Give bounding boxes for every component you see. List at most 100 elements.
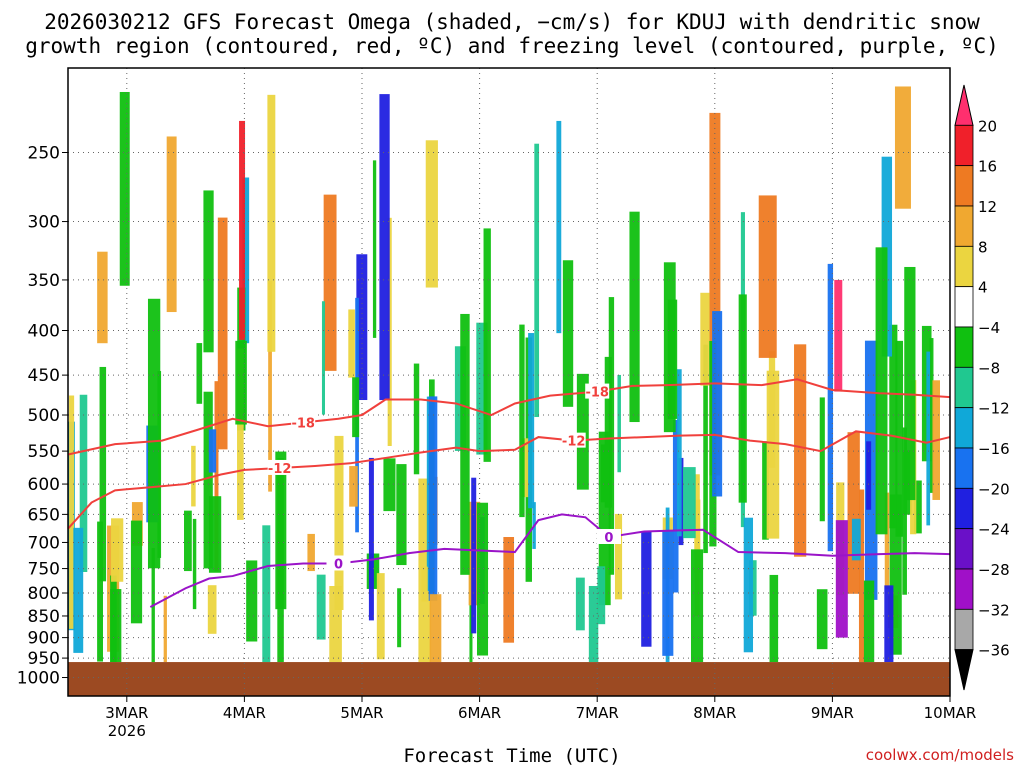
y-tick-label: 850 [28, 607, 60, 627]
omega-cell [889, 324, 898, 529]
x-tick-label: 9MAR [811, 704, 854, 722]
omega-cell [598, 431, 611, 606]
colorbar-label: −36 [978, 642, 1010, 660]
omega-cell [69, 395, 75, 629]
omega-cell [397, 588, 402, 648]
omega-cell [608, 297, 615, 575]
contour-label: -12 [268, 462, 292, 477]
omega-cell [816, 589, 828, 650]
x-tick-label: 10MAR [924, 704, 977, 722]
x-tick-year: 2026 [108, 722, 146, 740]
colorbar-swatch [954, 286, 974, 328]
omega-cell [268, 280, 272, 492]
omega-cell [267, 94, 276, 352]
omega-cell [348, 309, 355, 378]
omega-cell [521, 438, 530, 498]
omega-cell [372, 160, 377, 338]
omega-cell [863, 580, 875, 663]
omega-cell [239, 120, 246, 340]
omega-cell [356, 254, 368, 401]
omega-cell [237, 348, 244, 520]
contour-label-bg [267, 459, 292, 475]
contour-label-bg [585, 383, 610, 399]
x-axis-title: Forecast Time (UTC) [403, 745, 621, 767]
omega-cell [884, 585, 894, 663]
omega-cell [349, 466, 358, 507]
colorbar-label: 16 [978, 158, 997, 176]
omega-cell [334, 435, 344, 610]
omega-cell [277, 458, 284, 663]
omega-cell [235, 340, 247, 425]
chart-title-line-2: growth region (contoured, red, ºC) and f… [25, 34, 999, 58]
x-tick-label: 3MAR [105, 704, 148, 722]
omega-cell [738, 294, 747, 503]
omega-cell [166, 136, 177, 313]
omega-cell [588, 585, 599, 663]
omega-cell [307, 533, 315, 572]
omega-cell [383, 458, 396, 512]
y-tick-label: 250 [28, 144, 60, 164]
omega-cell [352, 377, 360, 438]
omega-cell [119, 91, 130, 286]
colorbar-label: 4 [978, 279, 988, 297]
omega-cell [321, 301, 325, 415]
omega-cell [690, 549, 704, 663]
omega-cell [413, 363, 420, 475]
credit-link[interactable]: coolwx.com/models [865, 746, 1014, 764]
omega-cell [147, 298, 161, 569]
colorbar-label: −24 [978, 521, 1010, 539]
colorbar-swatch [954, 124, 974, 167]
omega-cell [110, 589, 122, 663]
y-tick-label: 300 [28, 213, 60, 233]
contour-label: 0 [334, 557, 343, 572]
omega-cell [614, 513, 623, 600]
colorbar-swatch [954, 326, 974, 368]
omega-cell [396, 464, 407, 566]
colorbar-swatch [954, 407, 974, 449]
omega-cell [576, 373, 589, 490]
contour-label: -18 [585, 386, 609, 401]
omega-cell [895, 340, 904, 537]
omega-cell [130, 520, 143, 624]
omega-cell [672, 419, 679, 593]
omega-cell [483, 228, 491, 462]
omega-cell [875, 247, 888, 535]
omega-cell [191, 445, 196, 507]
omega-cell [97, 251, 108, 344]
y-tick-label: 400 [28, 322, 60, 342]
contour-label-bg [326, 555, 351, 571]
omega-cell [629, 211, 640, 423]
omega-cell [99, 366, 107, 582]
omega-shading [68, 86, 941, 663]
omega-cell [834, 279, 843, 392]
omega-cell [208, 496, 222, 573]
contour-label-bg [291, 414, 316, 430]
colorbar-cap-top [954, 84, 974, 126]
colorbar-label: −32 [978, 601, 1010, 619]
y-tick-label: 700 [28, 533, 60, 553]
omega-cell [847, 432, 860, 594]
omega-cell [207, 585, 217, 634]
omega-cell [866, 441, 872, 510]
omega-cell [203, 391, 213, 569]
omega-cell [163, 595, 167, 663]
contour-label-bg [561, 432, 586, 448]
omega-cell [694, 474, 700, 616]
contour-line-0 [67, 378, 951, 456]
omega-cell [203, 190, 214, 353]
omega-cell [663, 262, 676, 433]
contour-line-1 [67, 430, 951, 530]
x-tick-label: 8MAR [693, 704, 736, 722]
omega-cell [700, 292, 710, 386]
omega-cell [79, 394, 88, 572]
y-tick-label: 500 [28, 406, 60, 426]
colorbar-swatch [954, 608, 974, 651]
omega-cell [769, 574, 779, 663]
omega-cell [376, 573, 385, 660]
omega-cell [597, 566, 606, 625]
omega-cell [111, 518, 124, 582]
omega-cell [709, 112, 721, 476]
y-tick-label: 350 [28, 271, 60, 291]
omega-cell [641, 531, 652, 647]
omega-cell [926, 351, 931, 526]
